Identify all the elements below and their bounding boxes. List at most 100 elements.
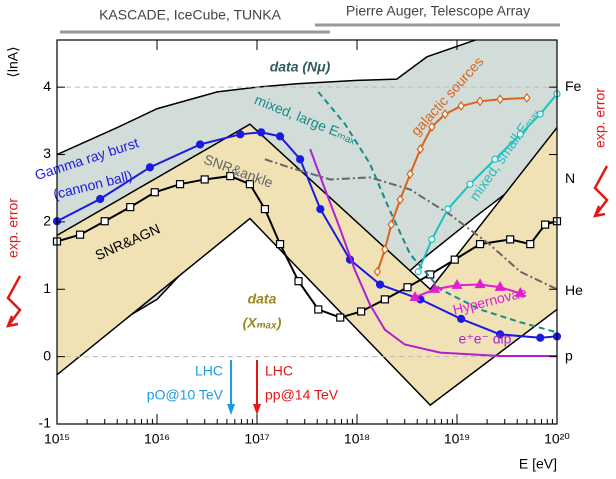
marker bbox=[150, 188, 159, 197]
marker bbox=[196, 140, 205, 149]
mass-label: Fe bbox=[565, 78, 582, 94]
marker bbox=[257, 128, 266, 137]
band-label: data (Nμ) bbox=[270, 59, 331, 75]
marker bbox=[275, 240, 285, 249]
plot-frame bbox=[56, 39, 558, 425]
marker bbox=[416, 144, 425, 155]
band-label: (Xₘₐₓ) bbox=[243, 315, 282, 331]
lhc-arrowhead bbox=[227, 404, 236, 415]
lhc-label: LHC bbox=[265, 363, 293, 379]
series-line bbox=[264, 158, 557, 291]
marker bbox=[126, 202, 135, 212]
y-axis-title: ⟨lnA⟩ bbox=[5, 46, 21, 77]
band-edge bbox=[57, 40, 557, 156]
marker bbox=[316, 204, 325, 214]
error-arrow bbox=[592, 205, 606, 218]
error-arrow bbox=[593, 165, 609, 217]
marker bbox=[506, 235, 515, 244]
x-tick-label: 10¹⁸ bbox=[344, 431, 370, 447]
band-label: data bbox=[248, 291, 277, 307]
experiment-label: Pierre Auger, Telescope Array bbox=[346, 3, 530, 19]
marker bbox=[381, 244, 389, 255]
marker bbox=[409, 291, 421, 301]
marker bbox=[536, 333, 545, 342]
marker bbox=[450, 255, 459, 264]
y-tick-label: -1 bbox=[39, 415, 52, 431]
bands bbox=[57, 40, 557, 407]
y-tick-label: 1 bbox=[43, 280, 51, 296]
lhc-label: LHC bbox=[195, 363, 223, 379]
marker bbox=[380, 295, 389, 304]
series-line bbox=[57, 131, 557, 339]
marker bbox=[226, 171, 235, 181]
y-tick-label: 2 bbox=[43, 213, 51, 229]
marker bbox=[526, 240, 535, 249]
marker bbox=[414, 268, 422, 276]
marker bbox=[387, 219, 395, 230]
y-tick-label: 4 bbox=[43, 78, 51, 94]
marker bbox=[536, 110, 544, 118]
lhc-label: pO@10 TeV bbox=[147, 387, 224, 403]
marker bbox=[406, 169, 414, 180]
marker bbox=[314, 305, 323, 314]
marker bbox=[375, 280, 385, 289]
marker bbox=[494, 281, 506, 291]
error-label: exp. error bbox=[5, 198, 21, 258]
marker bbox=[474, 278, 486, 289]
mass-label: N bbox=[565, 170, 575, 186]
marker bbox=[516, 130, 524, 138]
experiment-label: KASCADE, IceCube, TUNKA bbox=[99, 7, 281, 23]
lhc-label: pp@14 TeV bbox=[265, 387, 339, 403]
band bbox=[57, 124, 557, 406]
marker bbox=[396, 194, 404, 205]
marker bbox=[441, 109, 449, 120]
marker bbox=[296, 155, 305, 164]
marker bbox=[428, 235, 436, 244]
band-edge bbox=[57, 123, 557, 291]
marker bbox=[429, 283, 441, 293]
error-arrow bbox=[5, 315, 19, 328]
series-label: e⁺e⁻ dip bbox=[459, 331, 512, 347]
marker bbox=[476, 96, 484, 107]
mass-label: He bbox=[565, 282, 583, 298]
marker bbox=[496, 330, 505, 339]
x-tick-label: 10¹⁷ bbox=[244, 431, 269, 447]
marker bbox=[403, 283, 412, 292]
marker bbox=[475, 240, 485, 249]
marker bbox=[145, 163, 155, 172]
marker bbox=[373, 266, 382, 277]
y-tick-label: 0 bbox=[43, 347, 51, 363]
mass-label: p bbox=[565, 347, 573, 363]
marker bbox=[457, 314, 466, 324]
x-tick-label: 10¹⁹ bbox=[444, 431, 470, 447]
marker bbox=[491, 155, 499, 163]
marker bbox=[451, 278, 463, 289]
marker bbox=[428, 121, 436, 132]
marker bbox=[294, 277, 303, 286]
marker bbox=[260, 204, 270, 214]
series-line bbox=[309, 148, 557, 357]
marker bbox=[444, 205, 452, 213]
x-tick-label: 10¹⁵ bbox=[44, 431, 70, 447]
marker bbox=[514, 287, 526, 297]
marker bbox=[245, 180, 255, 189]
marker bbox=[357, 307, 366, 316]
marker bbox=[457, 101, 465, 112]
x-tick-label: 10¹⁶ bbox=[144, 431, 170, 447]
y-tick-label: 3 bbox=[43, 145, 51, 161]
error-arrow bbox=[6, 275, 22, 327]
x-tick-label: 10²⁰ bbox=[544, 431, 570, 447]
marker bbox=[200, 175, 209, 184]
marker bbox=[523, 92, 531, 103]
x-axis-title: E [eV] bbox=[519, 456, 557, 472]
marker bbox=[466, 180, 474, 188]
band-edge bbox=[57, 217, 557, 407]
marker bbox=[275, 132, 285, 141]
marker bbox=[540, 220, 550, 229]
marker bbox=[100, 217, 109, 226]
marker bbox=[175, 180, 185, 189]
marker bbox=[75, 230, 85, 239]
marker bbox=[336, 313, 345, 322]
marker bbox=[96, 194, 105, 204]
lhc-arrowhead bbox=[253, 404, 261, 415]
